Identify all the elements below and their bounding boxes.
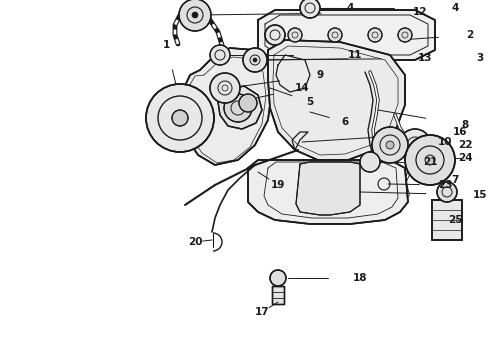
Circle shape <box>210 73 240 103</box>
Text: 17: 17 <box>255 307 270 317</box>
Circle shape <box>386 141 394 149</box>
Text: 25: 25 <box>448 215 462 225</box>
Text: 18: 18 <box>353 273 367 283</box>
Text: 11: 11 <box>348 50 362 60</box>
Text: 20: 20 <box>188 237 202 247</box>
Circle shape <box>405 135 455 185</box>
Polygon shape <box>218 86 262 129</box>
Text: 12: 12 <box>413 7 427 17</box>
Circle shape <box>239 94 257 112</box>
Text: 19: 19 <box>271 180 285 190</box>
Text: 13: 13 <box>418 53 432 63</box>
Circle shape <box>224 94 252 122</box>
Text: 23: 23 <box>438 180 452 190</box>
Text: 22: 22 <box>458 140 472 150</box>
Text: 6: 6 <box>342 117 348 127</box>
Circle shape <box>398 28 412 42</box>
Circle shape <box>243 48 267 72</box>
Text: 15: 15 <box>473 190 487 200</box>
Text: 21: 21 <box>423 157 437 167</box>
Circle shape <box>270 270 286 286</box>
Polygon shape <box>272 286 284 304</box>
Circle shape <box>437 182 457 202</box>
Text: 2: 2 <box>466 30 474 40</box>
Circle shape <box>192 12 198 18</box>
Polygon shape <box>258 10 435 60</box>
Polygon shape <box>432 200 462 240</box>
Polygon shape <box>182 48 272 165</box>
Text: 5: 5 <box>306 97 314 107</box>
Polygon shape <box>296 162 360 215</box>
Text: 8: 8 <box>462 120 468 130</box>
Text: 7: 7 <box>451 175 459 185</box>
Circle shape <box>372 127 408 163</box>
Text: 4: 4 <box>346 3 354 13</box>
Circle shape <box>300 0 320 18</box>
Text: 3: 3 <box>476 53 484 63</box>
Text: 14: 14 <box>294 83 309 93</box>
Circle shape <box>146 84 214 152</box>
Circle shape <box>425 155 435 165</box>
Polygon shape <box>248 160 408 224</box>
Text: 16: 16 <box>453 127 467 137</box>
Text: 10: 10 <box>438 137 452 147</box>
Circle shape <box>179 0 211 31</box>
Circle shape <box>253 58 257 62</box>
Text: 4: 4 <box>451 3 459 13</box>
Circle shape <box>360 152 380 172</box>
Circle shape <box>328 28 342 42</box>
Text: 9: 9 <box>317 70 323 80</box>
Circle shape <box>265 25 285 45</box>
Text: 24: 24 <box>458 153 472 163</box>
Circle shape <box>399 129 431 161</box>
Polygon shape <box>268 40 405 160</box>
Circle shape <box>288 28 302 42</box>
Circle shape <box>210 45 230 65</box>
Text: 1: 1 <box>162 40 170 50</box>
Circle shape <box>172 110 188 126</box>
Circle shape <box>368 28 382 42</box>
